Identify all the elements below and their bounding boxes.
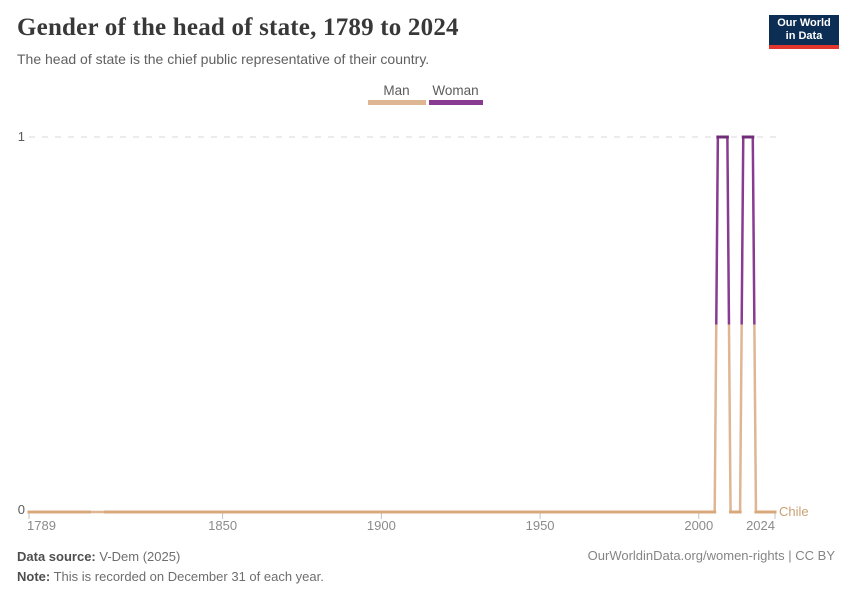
legend-label-man: Man	[383, 83, 410, 98]
entity-label-chile: Chile	[779, 504, 809, 519]
legend-item-man[interactable]: Man	[367, 83, 426, 105]
legend: Man Woman	[0, 83, 850, 105]
legend-swatch-woman	[428, 100, 483, 105]
owid-logo-line2: in Data	[785, 30, 823, 42]
y-tick-label-1: 1	[17, 129, 25, 144]
series-line-man	[29, 324, 775, 514]
series-markers-woman	[716, 135, 755, 139]
note-line: Note: This is recorded on December 31 of…	[17, 567, 324, 587]
x-tick-label-1789: 1789	[27, 518, 56, 533]
x-tick-label-2000: 2000	[684, 518, 714, 533]
rights-link[interactable]: OurWorldinData.org/women-rights | CC BY	[587, 548, 835, 563]
chart-subtitle: The head of state is the chief public re…	[17, 51, 430, 67]
note-value: This is recorded on December 31 of each …	[50, 569, 324, 584]
x-tick-label-1950: 1950	[525, 518, 555, 533]
y-tick-label-0: 0	[17, 502, 25, 517]
owid-logo[interactable]: Our World in Data	[769, 15, 839, 49]
series-markers-man	[27, 510, 777, 514]
legend-swatch-man	[367, 100, 426, 105]
note-label: Note:	[17, 569, 51, 584]
x-tick-label-1850: 1850	[208, 518, 238, 533]
owid-logo-line1: Our World	[777, 17, 831, 29]
legend-label-woman: Woman	[432, 83, 479, 98]
data-source-line: Data source: V-Dem (2025)	[17, 547, 324, 567]
x-tick-label-2024: 2024	[746, 518, 775, 533]
page-title: Gender of the head of state, 1789 to 202…	[17, 14, 459, 41]
data-source-label: Data source:	[17, 549, 96, 564]
x-tick-label-1900: 1900	[366, 518, 396, 533]
x-axis-ticks	[28, 513, 776, 519]
chart-footer-notes: Data source: V-Dem (2025) Note: This is …	[17, 547, 324, 587]
data-source-value: V-Dem (2025)	[95, 549, 181, 564]
series-line-woman	[715, 135, 756, 325]
legend-item-woman[interactable]: Woman	[428, 83, 483, 105]
